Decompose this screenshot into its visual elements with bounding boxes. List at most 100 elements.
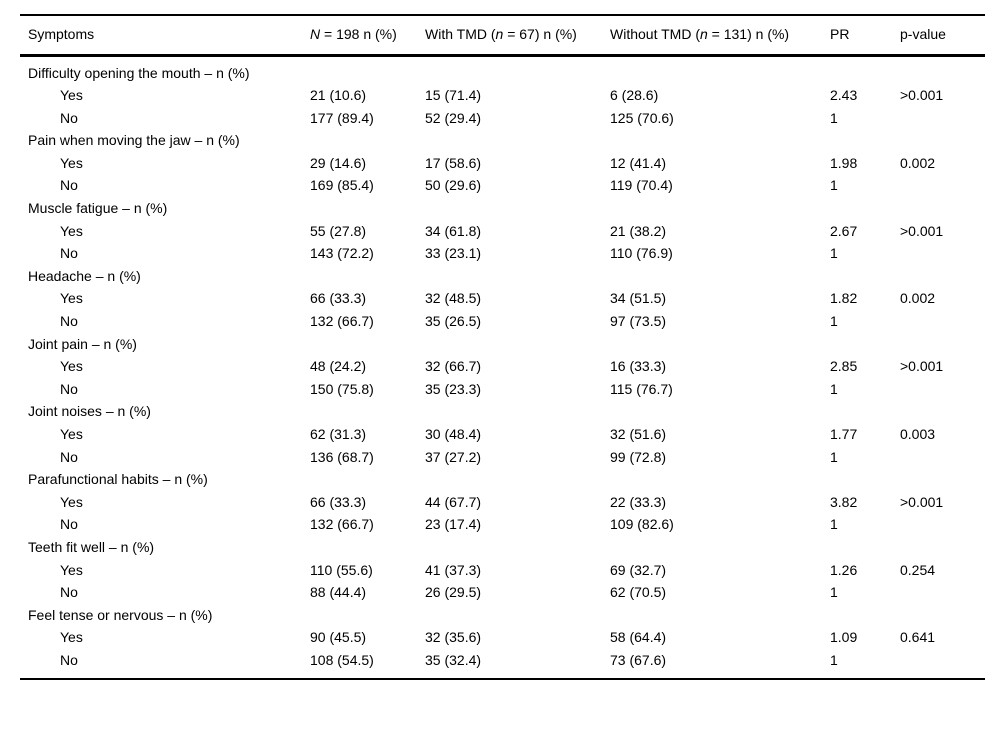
cell-without-tmd: 22 (33.3) (610, 493, 667, 510)
cell-with-tmd: 32 (35.6) (425, 629, 482, 646)
cell-total: 48 (24.2) (310, 358, 367, 375)
column-header-without-tmd: Without TMD (n = 131) n (%) (610, 15, 830, 55)
symptom-group-label-text: Pain when moving the jaw – n (%) (28, 132, 240, 149)
symptom-group-label: Muscle fatigue – n (%) (20, 197, 310, 220)
cell-without-tmd: 97 (73.5) (610, 313, 667, 330)
cell-with-tmd: 15 (71.4) (425, 87, 482, 104)
empty-cell (425, 400, 610, 423)
cell-without-tmd: 34 (51.5) (610, 290, 667, 307)
empty-cell (310, 265, 425, 288)
cell-p-value: >0.001 (900, 87, 944, 104)
cell-level: No (60, 448, 78, 465)
table-row-yes: Yes 66 (33.3) 32 (48.5) 34 (51.5) 1.82 0.002 (20, 287, 985, 310)
cell-level: Yes (60, 561, 83, 578)
table-row-yes: Yes 55 (27.8) 34 (61.8) 21 (38.2) 2.67 >0.001 (20, 220, 985, 243)
cell-total: 136 (68.7) (310, 448, 374, 465)
cell-with-tmd: 44 (67.7) (425, 493, 482, 510)
symptom-group-label: Joint pain – n (%) (20, 333, 310, 356)
table-row-no: No 108 (54.5) 35 (32.4) 73 (67.6) 1 (20, 649, 985, 679)
cell-without-tmd: 69 (32.7) (610, 561, 667, 578)
empty-cell (310, 129, 425, 152)
empty-cell (830, 55, 900, 84)
header-text-segment: With TMD ( (425, 26, 496, 42)
cell-with-tmd: 32 (48.5) (425, 290, 482, 307)
cell-level: No (60, 313, 78, 330)
empty-cell (900, 55, 985, 84)
empty-cell (830, 604, 900, 627)
empty-cell (830, 197, 900, 220)
symptom-group-label-text: Joint noises – n (%) (28, 403, 151, 420)
empty-cell (900, 400, 985, 423)
empty-cell (425, 604, 610, 627)
cell-level: No (60, 380, 78, 397)
cell-without-tmd: 73 (67.6) (610, 651, 667, 668)
empty-cell (610, 55, 830, 84)
cell-level: Yes (60, 358, 83, 375)
table-row-yes: Yes 90 (45.5) 32 (35.6) 58 (64.4) 1.09 0.641 (20, 626, 985, 649)
symptom-group-row: Joint noises – n (%) (20, 400, 985, 423)
cell-level: No (60, 109, 78, 126)
cell-p-value (900, 649, 985, 679)
symptom-group-label-text: Muscle fatigue – n (%) (28, 200, 168, 217)
cell-without-tmd: 110 (76.9) (610, 245, 673, 262)
cell-p-value: 0.254 (900, 561, 936, 578)
cell-pr: 1 (830, 584, 838, 601)
empty-cell (425, 265, 610, 288)
empty-cell (610, 265, 830, 288)
column-header-pr: PR (830, 15, 900, 55)
cell-level: Yes (60, 629, 83, 646)
cell-pr: 3.82 (830, 493, 858, 510)
cell-without-tmd: 119 (70.4) (610, 177, 673, 194)
table-row-yes: Yes 110 (55.6) 41 (37.3) 69 (32.7) 1.26 0.254 (20, 559, 985, 582)
cell-total: 55 (27.8) (310, 222, 367, 239)
table-row-no: No 132 (66.7) 23 (17.4) 109 (82.6) 1 (20, 513, 985, 536)
column-header-with-tmd: With TMD (n = 67) n (%) (425, 15, 610, 55)
column-header-symptoms: Symptoms (20, 15, 310, 55)
table-row-yes: Yes 29 (14.6) 17 (58.6) 12 (41.4) 1.98 0.002 (20, 152, 985, 175)
cell-without-tmd: 21 (38.2) (610, 222, 667, 239)
cell-level: No (60, 177, 78, 194)
cell-p-value (900, 446, 985, 469)
empty-cell (830, 400, 900, 423)
cell-pr: 1 (830, 109, 838, 126)
cell-total: 21 (10.6) (310, 87, 367, 104)
empty-cell (830, 265, 900, 288)
empty-cell (900, 604, 985, 627)
symptom-group-row: Feel tense or nervous – n (%) (20, 604, 985, 627)
empty-cell (310, 604, 425, 627)
cell-pr: 2.43 (830, 87, 858, 104)
cell-p-value (900, 107, 985, 130)
empty-cell (610, 468, 830, 491)
symptom-group-row: Teeth fit well – n (%) (20, 536, 985, 559)
symptom-group-label: Difficulty opening the mouth – n (%) (20, 55, 310, 84)
cell-total: 66 (33.3) (310, 493, 367, 510)
empty-cell (610, 604, 830, 627)
table-row-no: No 177 (89.4) 52 (29.4) 125 (70.6) 1 (20, 107, 985, 130)
header-text-segment: = 198 n (%) (320, 26, 397, 42)
cell-with-tmd: 35 (26.5) (425, 313, 482, 330)
cell-with-tmd: 35 (32.4) (425, 651, 482, 668)
empty-cell (900, 333, 985, 356)
cell-without-tmd: 62 (70.5) (610, 584, 667, 601)
cell-level: Yes (60, 426, 83, 442)
table-row-no: No 143 (72.2) 33 (23.1) 110 (76.9) 1 (20, 242, 985, 265)
empty-cell (610, 197, 830, 220)
cell-total: 90 (45.5) (310, 629, 367, 646)
cell-pr: 1.09 (830, 629, 858, 646)
cell-with-tmd: 33 (23.1) (425, 245, 482, 262)
cell-p-value (900, 310, 985, 333)
cell-with-tmd: 17 (58.6) (425, 154, 482, 171)
symptom-group-label-text: Headache – n (%) (28, 267, 141, 284)
cell-level: No (60, 516, 78, 533)
symptom-group-row: Headache – n (%) (20, 265, 985, 288)
cell-without-tmd: 109 (82.6) (610, 516, 674, 533)
cell-total: 66 (33.3) (310, 290, 367, 307)
cell-without-tmd: 125 (70.6) (610, 109, 674, 126)
cell-pr: 2.85 (830, 358, 858, 375)
symptom-group-label-text: Teeth fit well – n (%) (28, 538, 155, 555)
cell-p-value: 0.641 (900, 629, 936, 646)
empty-cell (425, 468, 610, 491)
cell-pr: 1 (830, 177, 838, 194)
cell-total: 108 (54.5) (310, 651, 374, 668)
